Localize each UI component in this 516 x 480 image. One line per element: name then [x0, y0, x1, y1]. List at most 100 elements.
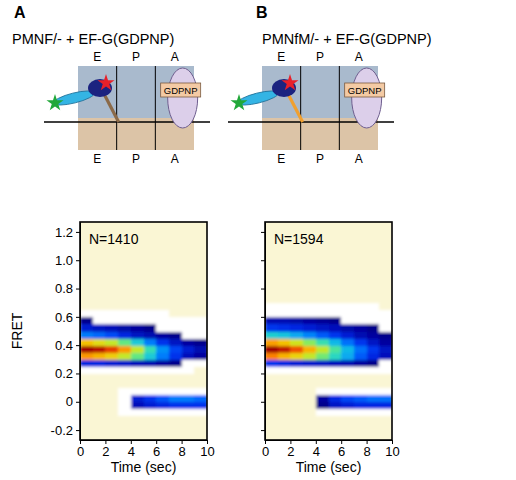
heat-cell — [144, 388, 157, 396]
tick: 4 — [128, 440, 135, 459]
site-label-bottom: E — [277, 152, 285, 166]
heat-cell — [105, 381, 118, 389]
heat-cell — [144, 331, 157, 339]
heat-cell — [329, 395, 342, 403]
heat-cell — [105, 324, 118, 332]
heat-cell — [194, 402, 207, 410]
heat-cell — [367, 409, 380, 417]
heat-cell — [169, 366, 182, 374]
panel-letter: A — [14, 4, 26, 21]
tick-label: 2 — [102, 444, 109, 459]
heat-cell — [265, 409, 278, 417]
heat-cell — [118, 303, 131, 311]
heat-cell — [144, 345, 157, 353]
heat-cell — [156, 402, 169, 410]
heat-cell — [93, 324, 106, 332]
heat-cell — [265, 303, 278, 311]
heat-cell — [169, 338, 182, 346]
heat-cell — [341, 324, 354, 332]
heat-cell — [80, 303, 93, 311]
heat-cell — [118, 366, 131, 374]
tick: 10 — [385, 440, 399, 459]
heat-cell — [169, 317, 182, 325]
tick: 8 — [363, 440, 370, 459]
heat-cell — [194, 388, 207, 396]
heat-cell — [265, 381, 278, 389]
heat-cell — [144, 324, 157, 332]
heat-cell — [93, 317, 106, 325]
tick: 0 — [66, 394, 80, 409]
heat-cell — [131, 310, 144, 318]
heat-cell — [105, 359, 118, 367]
heat-cell — [131, 331, 144, 339]
heatmap — [80, 303, 207, 417]
heat-cell — [156, 359, 169, 367]
heat-cell — [93, 331, 106, 339]
heat-cell — [354, 409, 367, 417]
x-axis-title: Time (sec) — [296, 459, 362, 475]
heat-cell — [278, 310, 291, 318]
heat-cell — [290, 366, 303, 374]
tick: 0.2 — [55, 366, 80, 381]
tick-label: 2 — [287, 444, 294, 459]
heat-cell — [290, 381, 303, 389]
heat-cell — [144, 395, 157, 403]
heat-cell — [131, 345, 144, 353]
tick: 2 — [102, 440, 109, 459]
heat-cell — [316, 345, 329, 353]
heat-cell — [144, 303, 157, 311]
heat-cell — [341, 338, 354, 346]
heat-cell — [118, 395, 131, 403]
heat-cell — [265, 338, 278, 346]
heat-cell — [290, 352, 303, 360]
heat-cell — [341, 381, 354, 389]
heat-cell — [182, 303, 195, 311]
heat-cell — [303, 331, 316, 339]
tick-label: 10 — [200, 444, 214, 459]
heat-cell — [105, 373, 118, 381]
heat-cell — [169, 409, 182, 417]
heatmap — [265, 303, 392, 417]
heat-cell — [182, 359, 195, 367]
heat-cell — [194, 345, 207, 353]
heat-cell — [379, 366, 392, 374]
heat-cell — [316, 331, 329, 339]
heat-cell — [367, 359, 380, 367]
heat-cell — [303, 373, 316, 381]
heat-cell — [329, 303, 342, 311]
heat-cell — [379, 402, 392, 410]
heat-cell — [379, 317, 392, 325]
panel-title: PMNfM/- + EF-G(GDPNP) — [262, 31, 432, 47]
heat-cell — [156, 310, 169, 318]
panel-letter: B — [256, 4, 268, 21]
heat-cell — [329, 338, 342, 346]
heat-cell — [182, 388, 195, 396]
plot-frame — [80, 222, 207, 440]
heat-cell — [118, 359, 131, 367]
heat-cell — [354, 373, 367, 381]
heat-cell — [265, 388, 278, 396]
heat-cell — [182, 324, 195, 332]
heat-cell — [379, 310, 392, 318]
heat-cell — [303, 359, 316, 367]
tick-label: 6 — [338, 444, 345, 459]
site-label-top: E — [93, 50, 101, 64]
heat-cell — [80, 345, 93, 353]
heat-cell — [329, 359, 342, 367]
heat-cell — [80, 395, 93, 403]
heat-cell — [194, 324, 207, 332]
heat-cell — [194, 317, 207, 325]
heat-cell — [156, 317, 169, 325]
heat-cell — [118, 331, 131, 339]
heat-cell — [169, 402, 182, 410]
heat-cell — [379, 303, 392, 311]
heat-cell — [278, 331, 291, 339]
count-label: N=1594 — [274, 231, 324, 247]
tick-label: 0.6 — [55, 310, 73, 325]
heat-cell — [169, 395, 182, 403]
heat-cell — [93, 310, 106, 318]
heat-cell — [303, 303, 316, 311]
heat-cell — [367, 352, 380, 360]
heat-cell — [144, 352, 157, 360]
heat-cell — [303, 338, 316, 346]
